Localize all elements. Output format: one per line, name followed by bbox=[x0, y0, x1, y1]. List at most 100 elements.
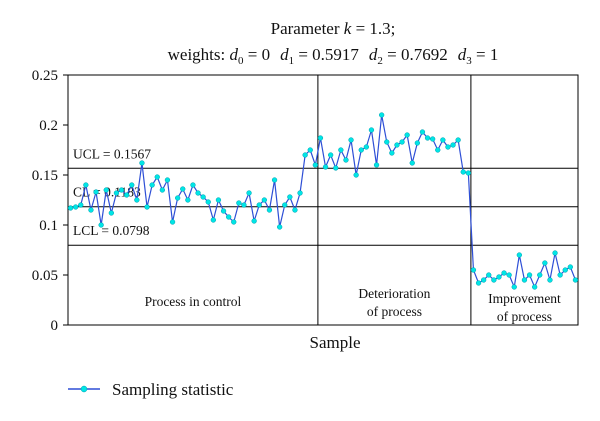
data-point bbox=[266, 207, 273, 213]
x-axis-label: Sample bbox=[310, 333, 361, 352]
data-point bbox=[537, 272, 543, 278]
data-point bbox=[93, 189, 99, 195]
data-point bbox=[231, 219, 237, 225]
y-tick-label: 0.05 bbox=[32, 268, 58, 284]
data-point bbox=[118, 187, 125, 193]
data-point bbox=[511, 284, 517, 290]
data-point bbox=[139, 160, 145, 166]
legend-label: Sampling statistic bbox=[112, 380, 234, 399]
data-point bbox=[343, 157, 349, 163]
data-point bbox=[159, 187, 166, 193]
data-point bbox=[338, 147, 344, 153]
data-point bbox=[470, 267, 477, 273]
weight-subscript: 0 bbox=[238, 55, 244, 67]
data-point bbox=[195, 190, 201, 196]
data-point bbox=[108, 210, 114, 216]
data-point bbox=[200, 194, 206, 200]
data-point bbox=[210, 217, 217, 223]
y-tick-label: 0.25 bbox=[32, 68, 58, 84]
y-tick-label: 0.1 bbox=[39, 218, 58, 234]
series-sampling-statistic bbox=[67, 112, 579, 290]
data-point bbox=[241, 202, 247, 208]
data-point bbox=[440, 137, 446, 143]
data-point bbox=[175, 195, 181, 201]
data-point bbox=[144, 204, 150, 210]
data-point bbox=[389, 150, 395, 156]
data-point bbox=[460, 169, 466, 175]
title-weights-prefix: weights: bbox=[168, 45, 230, 64]
data-point bbox=[526, 272, 533, 278]
data-point bbox=[185, 197, 191, 203]
weight-subscript: 2 bbox=[377, 55, 383, 67]
weight-symbol: d bbox=[458, 45, 467, 64]
data-point bbox=[404, 132, 410, 138]
control-line-label: LCL = 0.0798 bbox=[73, 223, 150, 238]
data-point bbox=[246, 190, 252, 196]
data-point bbox=[190, 182, 196, 188]
weight-symbol: d bbox=[229, 45, 238, 64]
data-point bbox=[496, 274, 502, 280]
data-point bbox=[169, 219, 176, 225]
weight-value: = 0.7692 bbox=[383, 45, 448, 64]
data-point bbox=[312, 162, 319, 168]
phase-label: Improvement of process bbox=[488, 291, 561, 324]
data-point bbox=[88, 207, 94, 213]
data-point bbox=[67, 205, 74, 211]
data-point bbox=[394, 142, 400, 148]
weight-value: = 1 bbox=[472, 45, 499, 64]
data-point bbox=[419, 129, 426, 135]
weight-subscript: 1 bbox=[289, 55, 295, 67]
data-point bbox=[567, 264, 573, 270]
weight-value: = 0.5917 bbox=[294, 45, 359, 64]
series-line bbox=[70, 114, 577, 290]
data-point bbox=[322, 164, 329, 170]
data-point bbox=[353, 172, 359, 178]
weight-symbol: d bbox=[280, 45, 289, 64]
data-point bbox=[455, 137, 461, 143]
data-point bbox=[445, 144, 451, 150]
plot-frame bbox=[67, 74, 579, 326]
data-point bbox=[154, 174, 160, 180]
data-point bbox=[557, 272, 563, 278]
legend-marker bbox=[80, 385, 88, 393]
data-point bbox=[373, 162, 380, 168]
data-point bbox=[83, 182, 89, 188]
data-point bbox=[302, 152, 308, 158]
data-point bbox=[414, 140, 421, 146]
data-point bbox=[521, 277, 528, 283]
weight-symbol: d bbox=[369, 45, 378, 64]
data-point bbox=[465, 170, 472, 176]
data-point bbox=[552, 250, 558, 256]
title-line-2: weights: d0 = 0 d1 = 0.5917 d2 = 0.7692 d3 … bbox=[168, 45, 499, 67]
data-point bbox=[450, 142, 456, 148]
data-point bbox=[506, 272, 512, 278]
data-point bbox=[501, 270, 507, 276]
data-point bbox=[282, 202, 288, 208]
legend: Sampling statistic bbox=[68, 380, 234, 399]
phase-regions: Process in control Deterioration of proces… bbox=[145, 75, 561, 325]
y-axis: 0 0.05 0.1 0.15 0.2 0.25 bbox=[32, 68, 68, 334]
data-point bbox=[220, 208, 227, 214]
data-point bbox=[516, 252, 522, 258]
data-point bbox=[430, 136, 436, 142]
data-point bbox=[399, 139, 405, 145]
data-point bbox=[475, 280, 482, 286]
data-point bbox=[226, 214, 232, 220]
data-point bbox=[292, 207, 298, 213]
data-point bbox=[287, 194, 293, 200]
weight-subscript: 3 bbox=[466, 55, 472, 67]
data-point bbox=[180, 186, 186, 192]
y-tick-label: 0.15 bbox=[32, 168, 58, 184]
title-line-1: Parameter k = 1.3; bbox=[271, 19, 396, 38]
data-point bbox=[261, 197, 268, 203]
data-point bbox=[129, 182, 135, 188]
data-point bbox=[317, 135, 324, 141]
data-point bbox=[215, 197, 222, 203]
control-line-label: UCL = 0.1567 bbox=[73, 146, 151, 161]
data-point bbox=[435, 147, 441, 153]
data-point bbox=[532, 284, 538, 290]
data-point bbox=[562, 267, 568, 273]
data-point bbox=[547, 277, 553, 283]
